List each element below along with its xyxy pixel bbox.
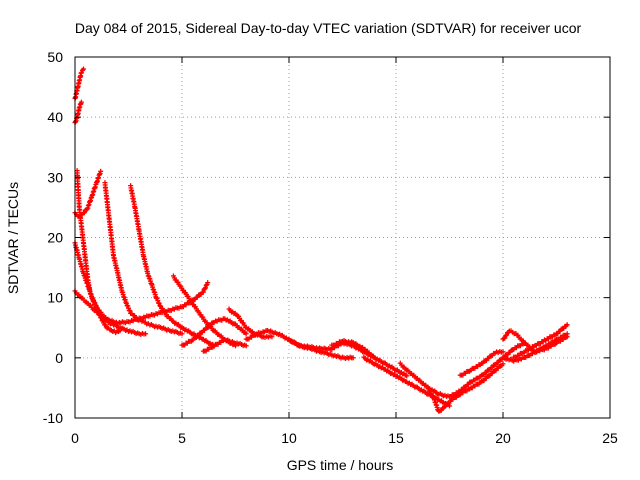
y-axis-label: SDTVAR / TECUs <box>5 182 21 294</box>
data-point <box>500 349 506 355</box>
data-point <box>78 99 84 105</box>
y-tick-label: 20 <box>47 230 63 246</box>
data-point <box>269 334 275 340</box>
grid-lines <box>75 57 610 418</box>
data-point <box>243 331 249 337</box>
y-tick-label: 50 <box>47 49 63 65</box>
x-axis-label: GPS time / hours <box>287 457 394 473</box>
data-point <box>350 355 356 361</box>
data-point <box>504 332 510 338</box>
x-tick-label: 15 <box>388 430 404 446</box>
y-tick-labels: -10 0 10 20 30 40 50 <box>43 49 63 426</box>
y-tick-label: 0 <box>55 350 63 366</box>
data-point <box>203 282 209 288</box>
y-tick-label: -10 <box>43 410 63 426</box>
x-tick-label: 25 <box>602 430 618 446</box>
data-point <box>127 308 133 314</box>
data-point <box>404 373 410 379</box>
data-point <box>500 361 506 367</box>
data-point <box>143 331 149 337</box>
y-tick-label: 40 <box>47 109 63 125</box>
data-point <box>78 70 84 76</box>
y-tick-label: 30 <box>47 169 63 185</box>
x-tick-labels: 0 5 10 15 20 25 <box>71 430 618 446</box>
data-point <box>93 302 99 308</box>
chart-title: Day 084 of 2015, Sidereal Day-to-day VTE… <box>75 20 582 36</box>
x-tick-label: 20 <box>495 430 511 446</box>
data-point <box>205 280 211 286</box>
data-point <box>203 285 209 291</box>
data-point <box>502 335 508 341</box>
data-point <box>81 66 87 72</box>
data-point <box>564 322 570 328</box>
y-tick-label: 10 <box>47 290 63 306</box>
data-point <box>157 303 163 309</box>
x-tick-label: 10 <box>281 430 297 446</box>
data-point <box>564 331 570 337</box>
x-tick-label: 5 <box>178 430 186 446</box>
data-point <box>200 289 206 295</box>
data-point <box>98 168 104 174</box>
axis-ticks <box>74 56 611 419</box>
data-points <box>72 66 570 414</box>
data-point <box>179 331 185 337</box>
data-point <box>202 286 208 292</box>
data-point <box>243 343 249 349</box>
x-tick-label: 0 <box>71 430 79 446</box>
